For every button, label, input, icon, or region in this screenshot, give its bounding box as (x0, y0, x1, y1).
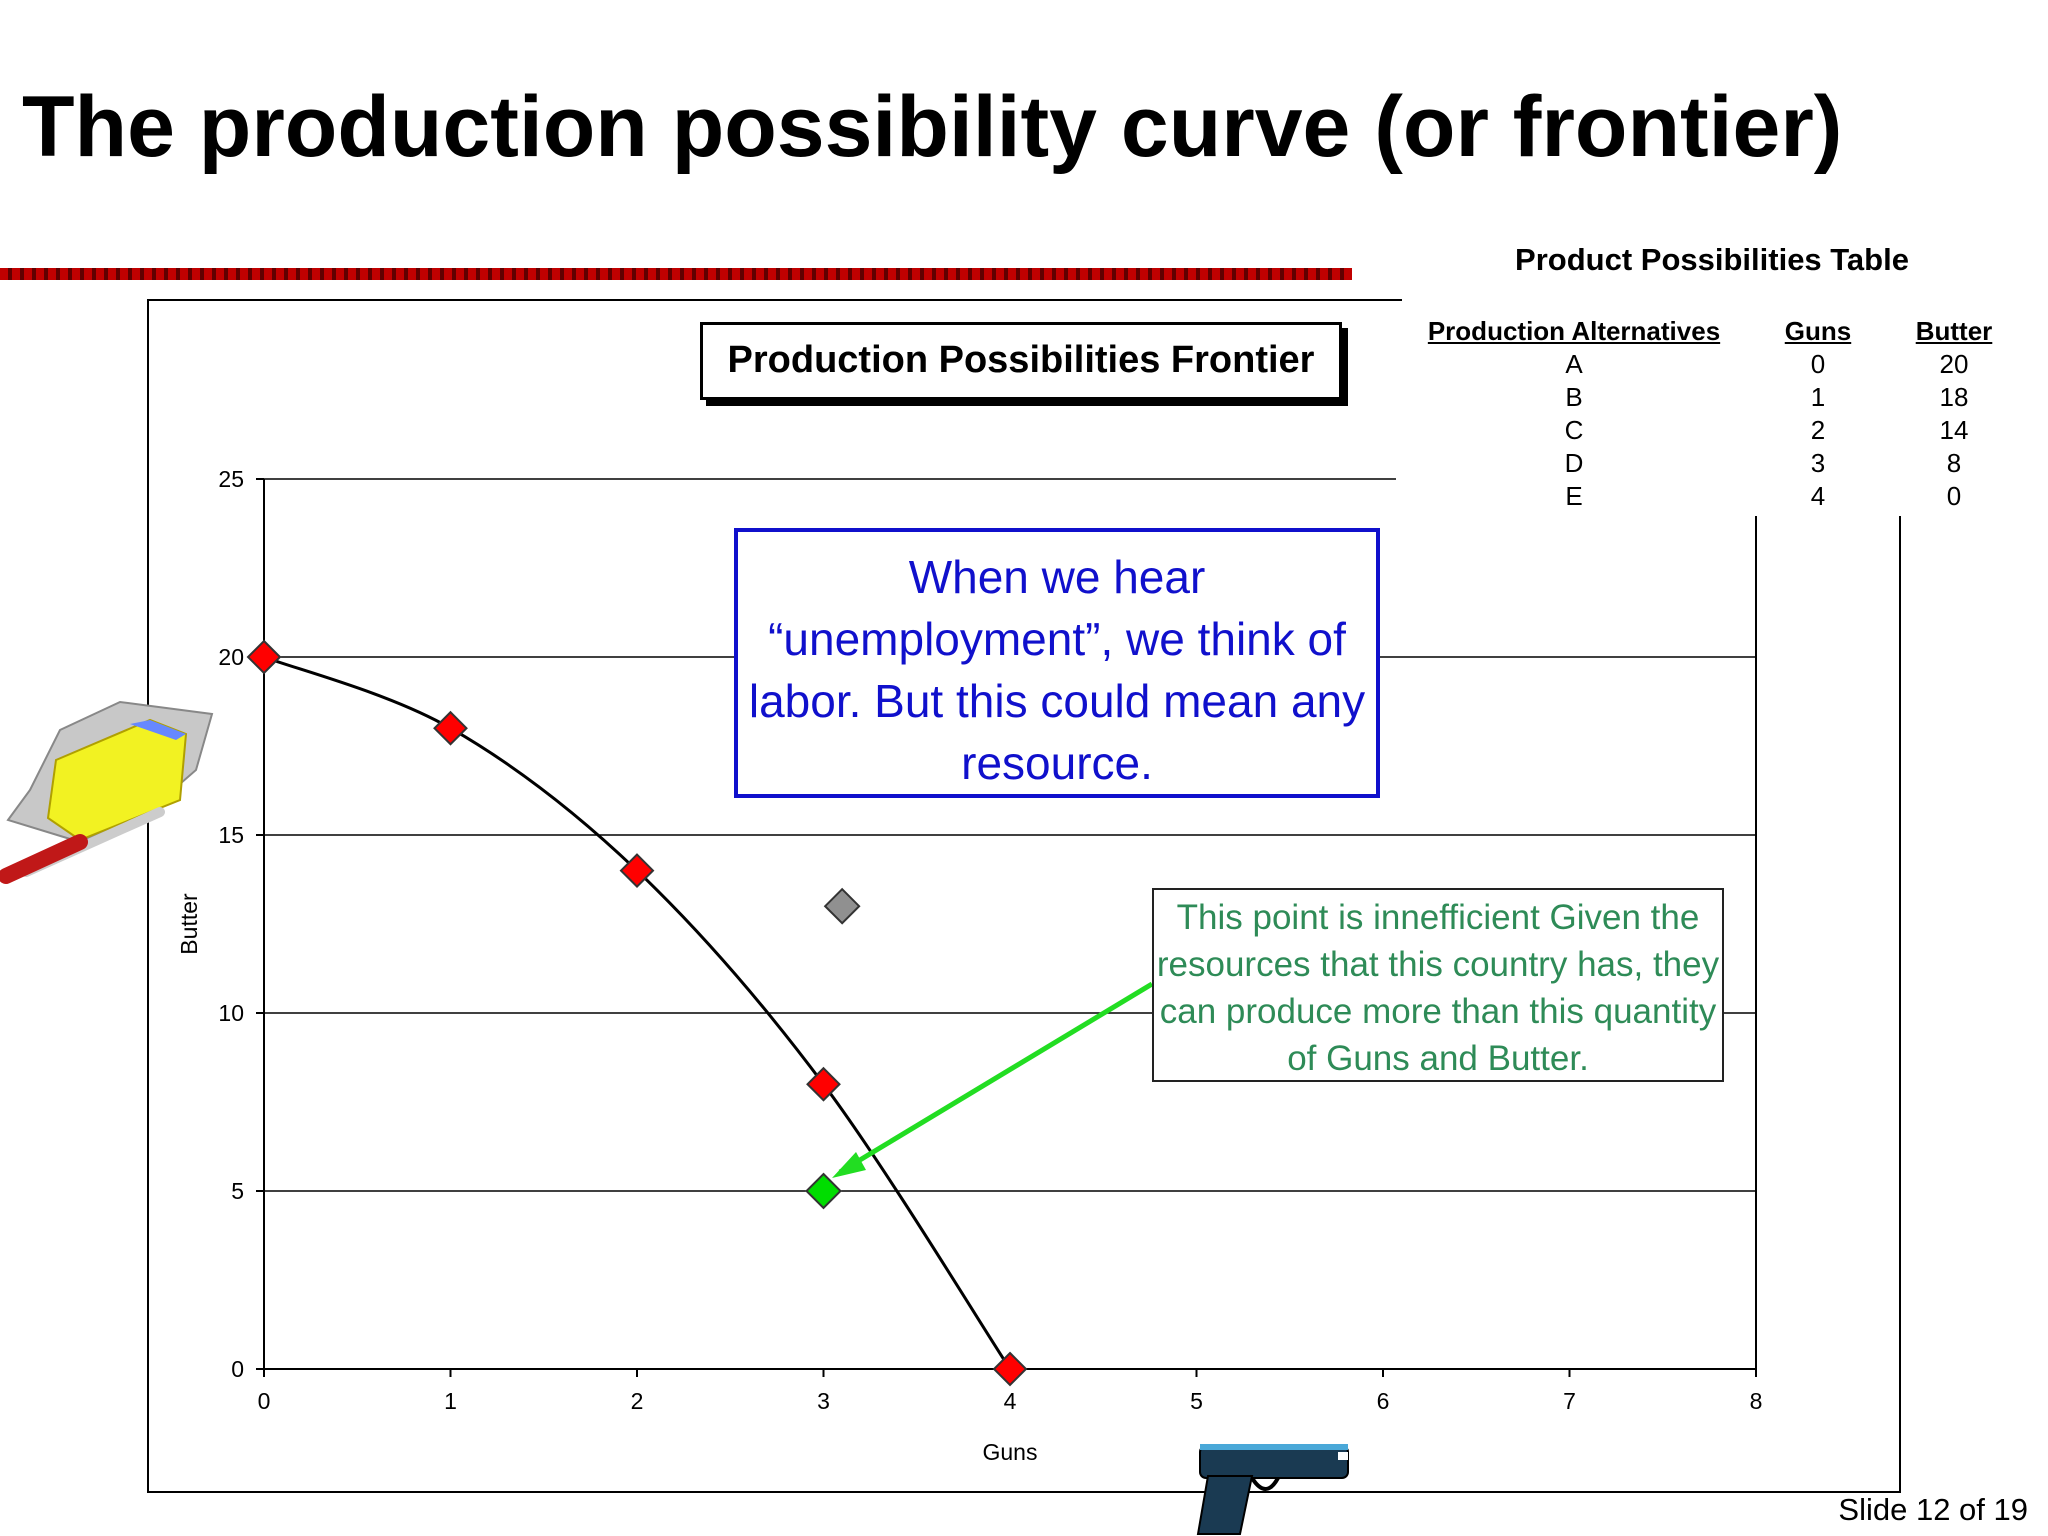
table-cell: 18 (1939, 382, 1969, 412)
table-col-butter: Butter 20 18 14 8 0 (1902, 314, 2006, 513)
chart-title: Production Possibilities Frontier (700, 322, 1342, 400)
frontier-point (619, 853, 655, 889)
y-axis-label: Butter (176, 893, 202, 955)
inefficient-point (805, 1172, 842, 1210)
gray-point (823, 887, 861, 925)
table-cell: 4 (1810, 481, 1826, 511)
callout-arrowhead (832, 1152, 866, 1178)
table-cell: 3 (1810, 448, 1826, 478)
x-tick-label: 4 (1004, 1388, 1017, 1414)
table-cell: B (1565, 382, 1583, 412)
frontier-point (806, 1066, 841, 1102)
possibilities-table: Product Possibilities Table Production A… (1402, 236, 2022, 516)
slide-title: The production possibility curve (or fro… (22, 79, 1843, 175)
slide-number: Slide 12 of 19 (1838, 1492, 2028, 1527)
table-cell: 0 (1810, 349, 1826, 379)
table-title: Product Possibilities Table (1515, 242, 1909, 277)
ticks: 0 5 10 15 20 25 0 1 2 3 4 5 6 7 8 (218, 466, 1762, 1414)
x-tick-label: 6 (1377, 1388, 1390, 1414)
pistol-icon (1196, 1444, 1349, 1535)
table-header: Production Alternatives (1427, 316, 1721, 346)
title-rule (0, 268, 1352, 280)
ppf-curve (263, 655, 1012, 1370)
table-cell: D (1564, 448, 1584, 478)
markers (246, 639, 1028, 1387)
table-cell: C (1564, 415, 1584, 445)
x-tick-label: 7 (1563, 1388, 1576, 1414)
unemployment-callout: When we hear “unemployment”, we think of… (734, 528, 1380, 798)
table-cell: 8 (1946, 448, 1962, 478)
table-cell: A (1565, 349, 1583, 379)
x-tick-label: 2 (631, 1388, 644, 1414)
callout-arrow (838, 981, 1154, 1175)
x-tick-label: 0 (258, 1388, 271, 1414)
table-col-guns: Guns 0 1 2 3 4 (1768, 314, 1868, 513)
table-cell: 14 (1939, 415, 1969, 445)
table-cell: 2 (1810, 415, 1826, 445)
y-tick-label: 15 (218, 822, 244, 848)
chart-area-border (147, 299, 1901, 1493)
x-tick-label: 8 (1750, 1388, 1763, 1414)
y-tick-label: 25 (218, 466, 244, 492)
x-tick-label: 1 (444, 1388, 457, 1414)
frontier-point (246, 639, 282, 675)
butter-icon (0, 700, 214, 884)
frontier-point (992, 1351, 1028, 1387)
y-tick-label: 0 (231, 1356, 244, 1382)
table-header: Butter (1915, 316, 1993, 346)
y-tick-label: 10 (218, 1000, 244, 1026)
table-cell: 0 (1946, 481, 1962, 511)
table-cell: 20 (1939, 349, 1969, 379)
table-cell: 1 (1810, 382, 1826, 412)
y-tick-label: 20 (218, 644, 244, 670)
table-cell: E (1565, 481, 1583, 511)
inefficient-point-callout: This point is innefficient Given the res… (1152, 888, 1724, 1082)
x-axis-label: Guns (983, 1439, 1038, 1465)
y-tick-label: 5 (231, 1178, 244, 1204)
frontier-point (433, 710, 468, 746)
table-col-alternatives: Production Alternatives A B C D E (1416, 314, 1732, 513)
x-tick-label: 5 (1190, 1388, 1203, 1414)
table-header: Guns (1784, 316, 1852, 346)
x-tick-label: 3 (817, 1388, 830, 1414)
